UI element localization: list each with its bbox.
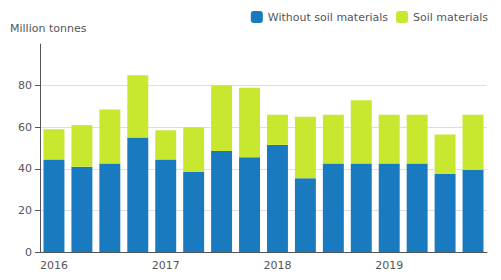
svg-text:40: 40	[18, 162, 32, 175]
svg-text:2018: 2018	[263, 259, 291, 272]
svg-text:2019: 2019	[375, 259, 403, 272]
svg-text:60: 60	[18, 121, 32, 134]
svg-text:2016: 2016	[40, 259, 68, 272]
svg-text:2017: 2017	[152, 259, 180, 272]
svg-text:80: 80	[18, 79, 32, 92]
svg-text:Million tonnes: Million tonnes	[10, 22, 87, 35]
svg-text:20: 20	[18, 204, 32, 217]
svg-text:Without soil materials: Without soil materials	[268, 11, 388, 24]
svg-text:Soil materials: Soil materials	[413, 11, 488, 24]
svg-text:0: 0	[25, 246, 32, 259]
